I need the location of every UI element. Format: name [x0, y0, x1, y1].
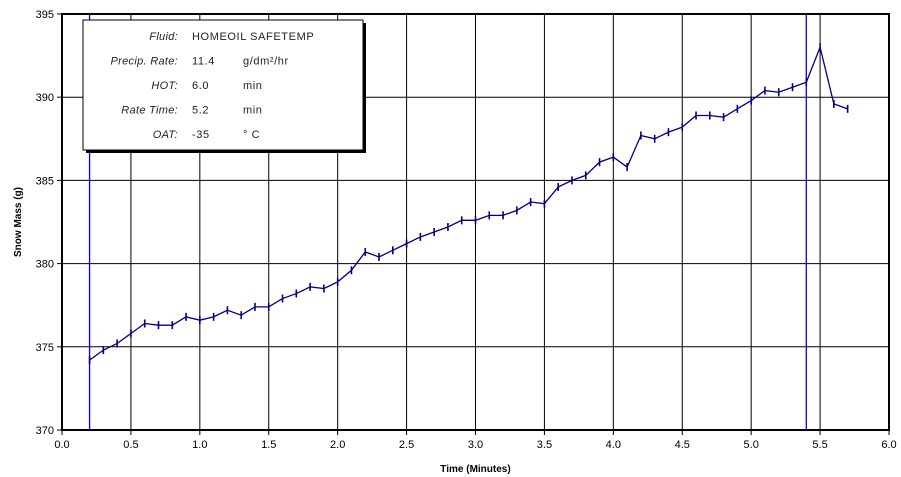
info-row-value: 5.2	[192, 105, 209, 117]
x-tick-label: 0.5	[123, 439, 138, 451]
x-tick-label: 5.5	[812, 439, 827, 451]
info-row-value: 11.4	[192, 56, 215, 68]
x-tick-label: 4.0	[606, 439, 621, 451]
x-tick-label: 2.0	[330, 439, 345, 451]
x-tick-label: 3.5	[537, 439, 552, 451]
info-row-value: 6.0	[192, 80, 209, 92]
info-row-label: OAT:	[153, 129, 178, 141]
x-tick-label: 1.0	[192, 439, 207, 451]
y-axis-title: Snow Mass (g)	[13, 187, 24, 257]
y-tick-label: 385	[36, 175, 54, 187]
x-tick-label: 1.5	[261, 439, 276, 451]
x-axis-ticks: 0.0 0.5 1.0 1.5 2.0 2.5 3.0 3.5 4.0 4.5 5.0 5.5 6.0	[54, 430, 897, 451]
data-series	[88, 43, 849, 365]
y-tick-label: 390	[36, 92, 54, 104]
y-tick-label: 375	[36, 342, 54, 354]
series-line	[89, 45, 848, 361]
y-tick-label: 395	[36, 9, 54, 21]
x-axis-title: Time (Minutes)	[440, 464, 510, 475]
y-tick-label: 380	[36, 259, 54, 271]
info-row-unit: min	[243, 80, 263, 92]
info-row-label: Rate Time:	[121, 105, 178, 117]
info-row-unit: ° C	[243, 129, 260, 141]
x-tick-label: 3.0	[468, 439, 483, 451]
info-row-value: HOMEOIL SAFETEMP	[192, 31, 314, 43]
x-tick-label: 0.0	[54, 439, 69, 451]
info-row-unit: g/dm²/hr	[243, 56, 289, 68]
info-box: Fluid: HOMEOIL SAFETEMP Precip. Rate: 11.4 g…	[82, 19, 366, 153]
x-tick-label: 4.5	[675, 439, 690, 451]
info-row-value: -35	[192, 129, 210, 141]
x-tick-label: 6.0	[881, 439, 896, 451]
y-axis-ticks: 370 375 380 385 390 395	[36, 9, 62, 437]
info-row-unit: min	[243, 105, 263, 117]
x-tick-label: 5.0	[744, 439, 759, 451]
info-row-label: Precip. Rate:	[111, 56, 178, 68]
info-row-label: Fluid:	[149, 31, 178, 43]
y-tick-label: 370	[36, 425, 54, 437]
x-tick-label: 2.5	[399, 439, 414, 451]
info-row-label: HOT:	[151, 80, 178, 92]
